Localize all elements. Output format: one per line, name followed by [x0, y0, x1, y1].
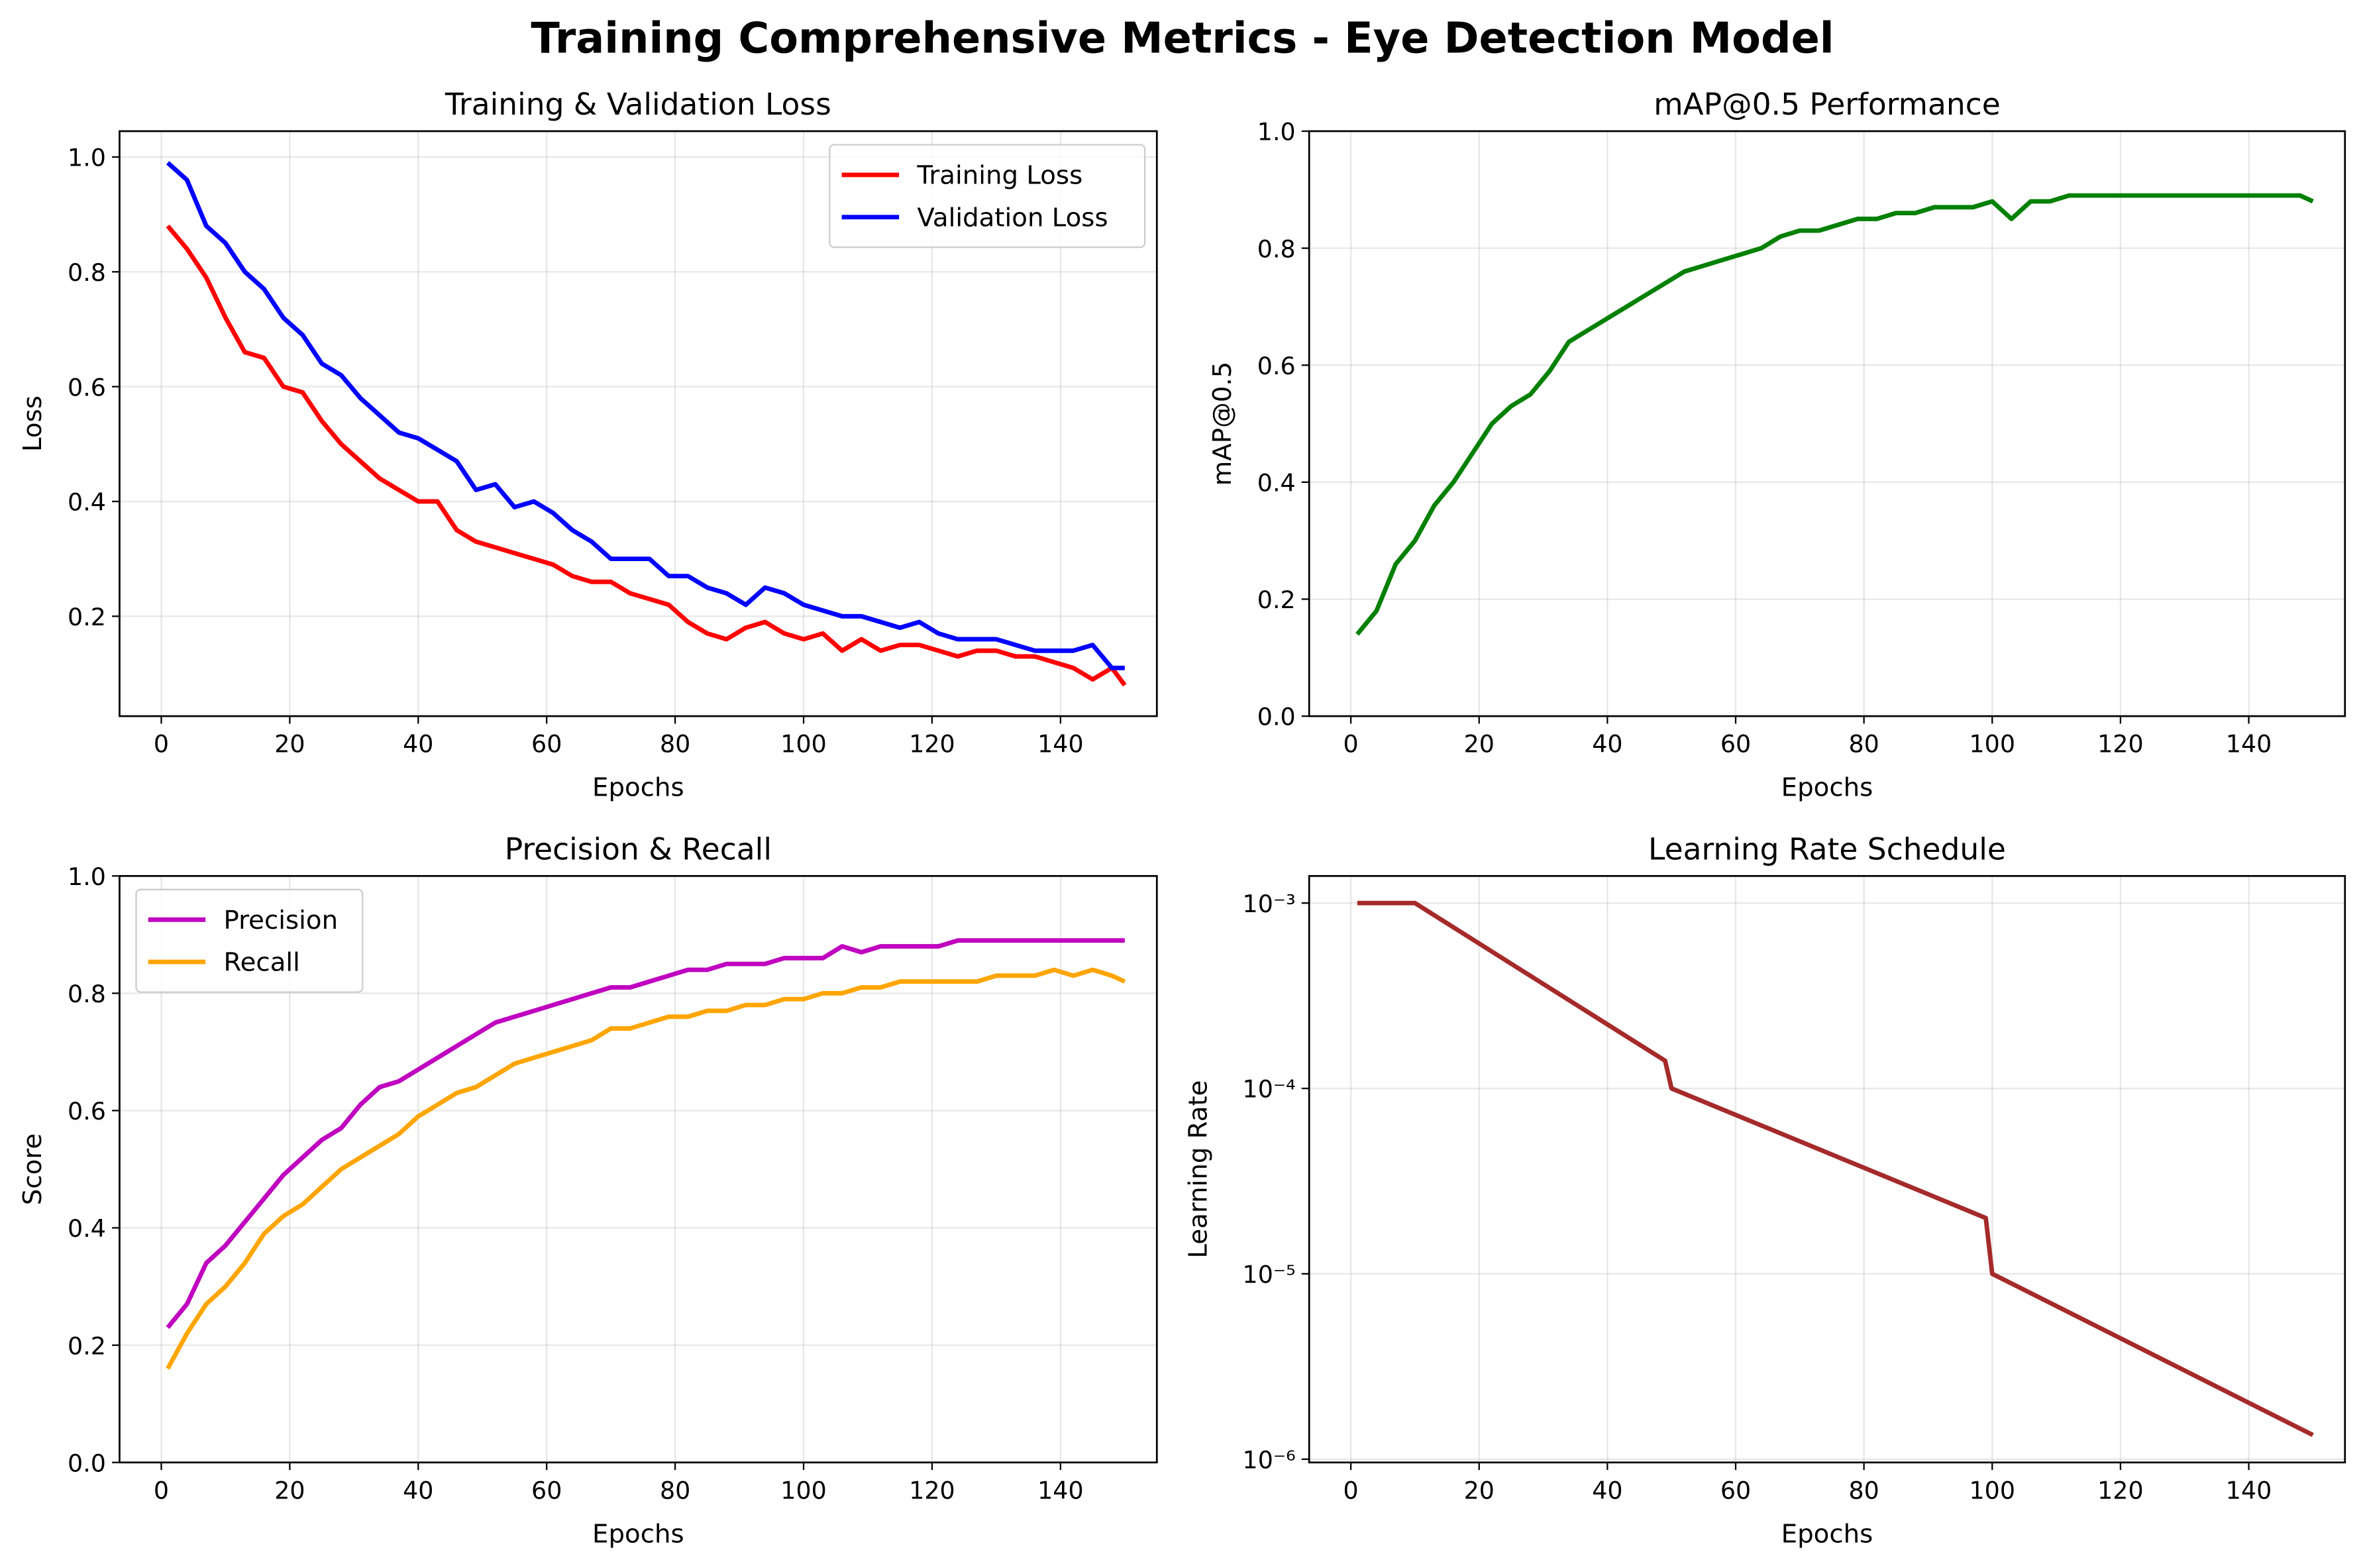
- y-tick-label: 0.4: [1257, 469, 1296, 497]
- x-tick-label: 0: [1343, 1476, 1359, 1504]
- series-line: [1357, 900, 2314, 1437]
- y-tick-label: 10⁻³: [1243, 890, 1296, 918]
- y-tick-label: 0.8: [1257, 235, 1296, 263]
- y-tick-label: 1.0: [1257, 118, 1296, 146]
- x-tick-label: 60: [1720, 730, 1751, 758]
- axes-frame: [119, 130, 1158, 717]
- legend-label: Training Loss: [916, 161, 1082, 191]
- y-tick-label: 10⁻⁵: [1243, 1261, 1296, 1289]
- x-tick-label: 20: [1464, 1476, 1495, 1504]
- y-axis-label: Loss: [18, 395, 48, 452]
- y-tick-label: 0.8: [68, 258, 106, 287]
- x-axis-label: Epochs: [1781, 1519, 1873, 1549]
- x-tick-label: 120: [2097, 730, 2143, 758]
- x-tick-label: 140: [2226, 1476, 2272, 1504]
- x-tick-label: 140: [1037, 1476, 1084, 1504]
- subplot-title: Precision & Recall: [505, 831, 772, 866]
- x-tick-label: 0: [154, 730, 169, 758]
- x-tick-label: 80: [660, 1476, 690, 1504]
- x-tick-label: 100: [780, 730, 827, 758]
- x-tick-label: 120: [909, 1476, 955, 1504]
- x-tick-label: 120: [909, 730, 955, 758]
- y-tick-label: 0.6: [68, 373, 106, 401]
- y-tick-label: 0.4: [68, 1214, 106, 1243]
- legend-label: Precision: [223, 906, 338, 935]
- y-tick-label: 0.0: [68, 1449, 106, 1477]
- x-tick-label: 0: [154, 1476, 169, 1504]
- x-tick-label: 20: [1464, 730, 1495, 758]
- y-tick-label: 0.2: [68, 603, 106, 631]
- y-tick-label: 0.6: [68, 1097, 106, 1125]
- legend-label: Validation Loss: [917, 203, 1108, 233]
- y-tick-label: 0.4: [68, 488, 106, 517]
- x-tick-label: 40: [403, 730, 433, 758]
- subplot: 0 20 40 60 80 100 120 140 10⁻⁶ 10⁻⁵ 10⁻⁴ 10⁻³ Learni…: [1183, 831, 2346, 1549]
- x-tick-label: 20: [274, 730, 305, 758]
- subplot: 0 20 40 60 80 100 120 140 0.0 0.2 0.4 0.6 0.8 1.0 Prec…: [18, 831, 1158, 1549]
- x-tick-label: 40: [1592, 730, 1622, 758]
- series-line: [166, 161, 1125, 670]
- series-line: [166, 967, 1126, 1370]
- subplot-title: Training & Validation Loss: [445, 87, 831, 122]
- x-tick-label: 140: [1037, 730, 1084, 758]
- series-line: [166, 224, 1127, 687]
- series-line: [1355, 193, 2314, 636]
- axes-frame: [1308, 130, 2346, 717]
- y-tick-label: 0.6: [1257, 352, 1296, 380]
- y-tick-label: 1.0: [68, 144, 106, 172]
- x-tick-label: 80: [1848, 730, 1879, 758]
- y-axis-label: Learning Rate: [1183, 1080, 1213, 1259]
- subplot: 0 20 40 60 80 100 120 140 0.0 0.2 0.4 0.6 0.8 1.0 mAP@…: [1208, 87, 2346, 803]
- x-axis-label: Epochs: [1781, 773, 1873, 803]
- y-axis-label: Score: [18, 1133, 48, 1205]
- y-tick-label: 0.0: [1257, 703, 1296, 731]
- plot-area: [1309, 131, 2345, 717]
- y-tick-label: 0.8: [68, 980, 106, 1008]
- x-axis-label: Epochs: [592, 1519, 684, 1549]
- subplot-title: mAP@0.5 Performance: [1654, 87, 2001, 122]
- subplot-title: Learning Rate Schedule: [1648, 831, 2006, 866]
- x-tick-label: 80: [660, 730, 690, 758]
- series-line: [166, 938, 1125, 1330]
- x-tick-label: 80: [1848, 1476, 1879, 1504]
- legend-label: Recall: [223, 948, 299, 978]
- x-tick-label: 60: [1720, 1476, 1751, 1504]
- x-tick-label: 60: [531, 1476, 562, 1504]
- x-tick-label: 120: [2097, 1476, 2143, 1504]
- figure-title: Training Comprehensive Metrics - Eye Det…: [531, 15, 1834, 64]
- x-tick-label: 20: [274, 1476, 305, 1504]
- x-tick-label: 100: [1970, 1476, 2016, 1504]
- legend-box: [135, 888, 364, 993]
- y-tick-label: 0.2: [68, 1332, 106, 1360]
- subplot: 0 20 40 60 80 100 120 140 0.2 0.4 0.6 0.8 1.0 Trainin…: [18, 87, 1158, 803]
- x-tick-label: 40: [403, 1476, 433, 1504]
- y-tick-label: 0.2: [1257, 586, 1296, 614]
- legend-box: [829, 144, 1146, 248]
- x-tick-label: 40: [1592, 1476, 1622, 1504]
- x-tick-label: 140: [2226, 730, 2272, 758]
- x-tick-label: 100: [1970, 730, 2016, 758]
- x-tick-label: 60: [531, 730, 562, 758]
- y-axis-label: mAP@0.5: [1208, 362, 1237, 486]
- x-tick-label: 100: [780, 1476, 827, 1504]
- x-tick-label: 0: [1343, 730, 1359, 758]
- x-axis-label: Epochs: [592, 773, 684, 803]
- y-tick-label: 10⁻⁴: [1243, 1075, 1296, 1104]
- y-tick-label: 10⁻⁶: [1243, 1445, 1296, 1474]
- axes-frame: [1308, 874, 2346, 1464]
- y-tick-label: 1.0: [68, 862, 106, 891]
- axes-frame: [119, 874, 1158, 1464]
